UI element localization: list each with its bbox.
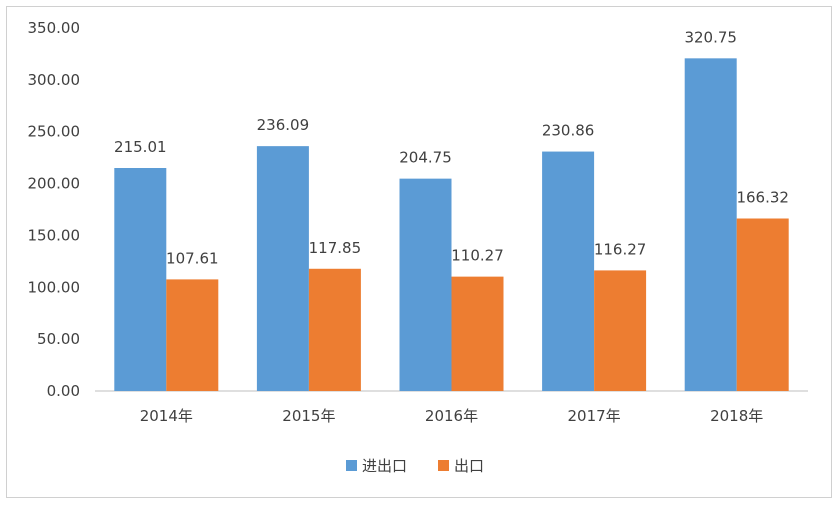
bar-export (736, 218, 789, 391)
legend-label: 进出口 (362, 457, 407, 475)
data-label: 204.75 (399, 149, 452, 167)
y-tick-label: 200.00 (28, 175, 81, 193)
bar-export (451, 276, 504, 391)
x-tick-label: 2015年 (282, 407, 335, 425)
y-tick-label: 150.00 (28, 226, 81, 244)
legend-label: 出口 (454, 457, 484, 475)
x-tick-label: 2017年 (568, 407, 621, 425)
x-tick-label: 2018年 (710, 407, 763, 425)
bar-import-export (684, 58, 737, 392)
data-label: 166.32 (736, 189, 789, 207)
x-tick-label: 2016年 (425, 407, 478, 425)
bar-export (308, 268, 361, 391)
data-label: 110.27 (451, 247, 504, 265)
data-label: 117.85 (309, 239, 362, 257)
y-tick-label: 50.00 (37, 330, 80, 348)
bar-export (166, 279, 219, 391)
data-label: 236.09 (257, 116, 310, 134)
data-label: 107.61 (166, 249, 219, 267)
y-tick-label: 100.00 (28, 278, 81, 296)
data-label: 320.75 (684, 28, 737, 46)
data-label: 116.27 (594, 240, 647, 258)
y-tick-label: 250.00 (28, 123, 81, 141)
data-label: 215.01 (114, 138, 167, 156)
y-tick-label: 300.00 (28, 71, 81, 89)
bar-import-export (114, 168, 167, 391)
legend-swatch (346, 460, 357, 471)
legend-swatch (438, 460, 449, 471)
bar-import-export (399, 178, 452, 391)
y-tick-label: 0.00 (47, 382, 80, 400)
x-tick-label: 2014年 (140, 407, 193, 425)
y-tick-label: 350.00 (28, 19, 81, 37)
bar-import-export (542, 151, 595, 391)
bar-export (594, 270, 647, 391)
data-label: 230.86 (542, 122, 595, 140)
bar-import-export (256, 146, 309, 391)
